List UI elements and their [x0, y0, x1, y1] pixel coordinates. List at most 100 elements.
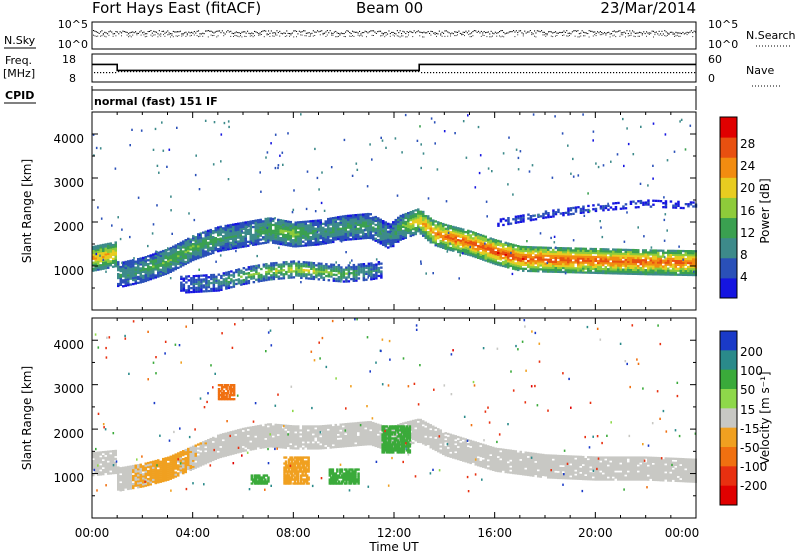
power-main-cell [627, 254, 630, 257]
nsearch-sample [580, 35, 582, 37]
power-main-cell [554, 252, 557, 256]
nave-sample [202, 71, 204, 73]
power-lower-cell [310, 261, 313, 264]
power-scatter-cell [210, 235, 212, 238]
power-main-cell [159, 270, 162, 273]
nsearch-sample [423, 36, 425, 38]
power-main-cell [587, 269, 590, 272]
power-main-cell [312, 243, 315, 246]
velocity-main-cell [99, 471, 102, 474]
power-lower-cell [215, 279, 218, 282]
nave-sample [445, 72, 447, 74]
power-cbar-tick-24: 24 [740, 159, 755, 173]
power-main-cell [544, 264, 547, 267]
power-main-cell [142, 256, 145, 260]
power-main-cell [97, 264, 100, 267]
power-upper-cell [619, 207, 623, 210]
power-main-cell [339, 227, 342, 230]
power-main-cell [594, 259, 597, 263]
power-lower-cell [212, 283, 216, 286]
nsearch-sample [212, 35, 213, 37]
power-main-cell [277, 224, 280, 227]
power-main-cell [367, 232, 370, 235]
nsearch-sample [349, 35, 351, 37]
nsky-sample [672, 32, 674, 34]
power-lower-cell [217, 289, 221, 292]
nsky-sample [420, 31, 422, 33]
power-main-cell [217, 244, 220, 247]
power-main-cell [319, 225, 322, 228]
velocity-main-cell [92, 460, 95, 463]
power-main-cell [449, 225, 452, 228]
power-main-cell [612, 254, 615, 257]
power-main-cell [594, 247, 597, 251]
power-main-cell [307, 226, 310, 229]
power-main-cell [469, 230, 472, 233]
power-scatter-cell [363, 229, 366, 232]
power-upper-cell [657, 199, 660, 203]
nave-sample [175, 71, 177, 73]
power-main-cell [164, 253, 167, 256]
power-main-cell [507, 248, 510, 251]
power-main-cell [272, 239, 275, 242]
nsearch-sample [290, 34, 292, 36]
velocity-main-cell [119, 471, 122, 474]
nsky-sample [352, 30, 354, 32]
nsky-sample [255, 31, 257, 33]
power-main-cell [214, 237, 217, 240]
power-lower-cell [352, 273, 356, 277]
power-lower-cell [377, 266, 381, 270]
power-main-cell [197, 235, 200, 238]
power-lower-cell [357, 267, 361, 270]
power-upper-cell [502, 217, 505, 221]
nsky-sample [275, 32, 277, 34]
nsky-sample [202, 32, 204, 34]
power-main-cell [589, 261, 592, 264]
power-main-cell [327, 223, 330, 227]
power-main-cell [144, 275, 147, 279]
power-main-cell [454, 238, 457, 241]
power-scatter-cell [268, 232, 270, 235]
power-main-cell [602, 271, 605, 275]
power-upper-cell [634, 206, 638, 209]
power-main-cell [412, 227, 415, 231]
power-upper-cell [604, 204, 608, 208]
power-colorbar [720, 117, 737, 299]
power-main-cell [142, 264, 145, 268]
nsky-sample [573, 30, 575, 32]
power-scatter-cell [270, 142, 272, 145]
power-scatter-cell [193, 218, 196, 222]
power-main-cell [329, 217, 332, 220]
nsky-sample [213, 32, 215, 34]
power-upper-cell [544, 210, 548, 213]
power-main-cell [582, 265, 585, 268]
power-main-cell [472, 233, 475, 236]
power-upper-cell [582, 207, 585, 210]
power-lower-cell [280, 273, 283, 276]
power-main-cell [522, 245, 525, 249]
power-main-cell [502, 245, 505, 248]
power-main-cell [284, 233, 287, 237]
power-lower-cell [255, 272, 258, 275]
power-main-cell [152, 259, 155, 262]
power-main-cell [319, 233, 322, 236]
power-main-cell [297, 225, 300, 228]
power-main-cell [584, 251, 587, 254]
power-main-cell [629, 260, 632, 263]
power-main-cell [397, 220, 400, 223]
nsearch-sample [675, 35, 677, 37]
power-main-cell [657, 273, 660, 276]
power-main-cell [317, 239, 320, 242]
power-main-cell [219, 237, 222, 240]
power-main-cell [404, 220, 407, 224]
velocity-main-cell [102, 455, 105, 458]
power-scatter-cell [351, 174, 354, 177]
power-main-cell [122, 281, 125, 284]
power-main-cell [494, 245, 497, 248]
power-main-cell [657, 269, 660, 272]
power-lower-cell [332, 277, 336, 280]
power-lower-cell [365, 266, 368, 270]
power-main-cell [202, 239, 205, 242]
power-main-cell [447, 224, 450, 227]
power-main-cell [124, 270, 127, 273]
